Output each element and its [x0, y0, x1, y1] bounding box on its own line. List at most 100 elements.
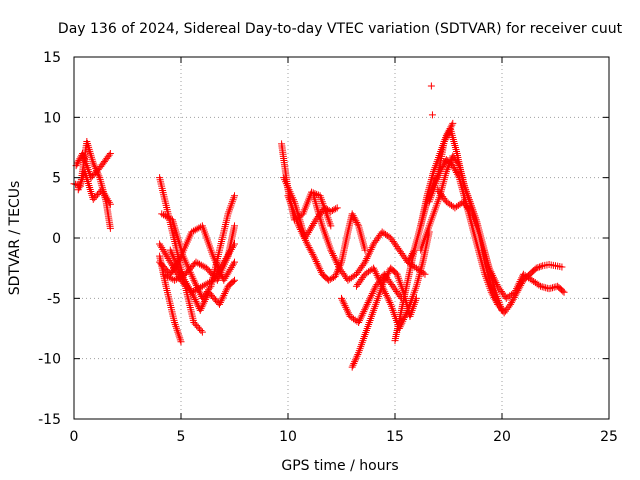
data-point	[355, 318, 363, 326]
data-point	[370, 266, 378, 274]
data-point	[206, 278, 214, 286]
data-point	[327, 222, 335, 230]
data-point	[386, 299, 394, 307]
data-point	[326, 275, 334, 283]
data-point	[188, 288, 196, 296]
data-point	[322, 205, 330, 213]
data-point	[333, 259, 341, 267]
data-point	[98, 186, 106, 194]
y-tick-label: -10	[38, 352, 61, 368]
data-point	[189, 290, 197, 298]
data-point	[401, 312, 409, 320]
data-point	[332, 257, 340, 265]
data-point	[377, 230, 385, 238]
data-point	[313, 259, 321, 267]
data-point	[182, 279, 190, 287]
data-point	[314, 261, 322, 269]
data-point	[327, 207, 335, 215]
data-point	[370, 264, 378, 272]
data-point	[178, 272, 186, 280]
data-point	[335, 262, 343, 270]
data-point	[311, 218, 319, 226]
data-point	[334, 261, 342, 269]
data-point	[328, 274, 336, 282]
data-point	[222, 273, 230, 281]
data-point	[342, 303, 350, 311]
data-point	[187, 286, 195, 294]
y-tick-label: 5	[52, 171, 61, 187]
data-point	[331, 273, 339, 281]
data-point	[199, 262, 207, 270]
data-point	[196, 325, 204, 333]
data-point	[361, 258, 369, 266]
data-point	[498, 306, 506, 314]
data-point	[354, 350, 362, 358]
data-point	[231, 222, 238, 230]
data-point	[559, 287, 567, 295]
data-point	[226, 265, 234, 273]
data-point	[224, 269, 232, 277]
data-point	[177, 270, 185, 278]
data-point	[202, 280, 210, 288]
data-point	[371, 284, 379, 292]
data-point	[170, 265, 178, 273]
data-point	[304, 229, 312, 237]
data-point	[368, 244, 376, 252]
data-point	[190, 318, 198, 326]
data-point	[91, 169, 99, 177]
data-point	[364, 253, 372, 261]
data-point	[357, 313, 365, 321]
data-point	[184, 283, 192, 291]
data-point	[560, 288, 568, 296]
data-point	[156, 240, 164, 248]
data-point	[220, 291, 228, 299]
data-point	[191, 226, 199, 234]
data-point	[220, 276, 228, 284]
data-point	[89, 172, 97, 180]
data-point	[295, 222, 303, 230]
data-point	[316, 265, 324, 273]
data-point	[101, 191, 109, 199]
x-tick-label: 5	[177, 429, 186, 445]
data-point	[513, 285, 521, 293]
data-point	[106, 200, 114, 208]
data-point	[179, 274, 187, 282]
data-point	[514, 281, 522, 289]
data-point	[157, 242, 165, 250]
data-point	[190, 294, 198, 302]
data-point	[204, 279, 212, 287]
data-point	[333, 269, 341, 277]
data-point	[299, 231, 307, 239]
data-point	[378, 282, 386, 290]
data-point	[201, 296, 209, 304]
data-point	[168, 267, 176, 275]
data-point	[296, 224, 304, 232]
data-point	[330, 253, 338, 261]
data-point	[365, 297, 373, 305]
data-point	[216, 300, 224, 308]
data-point	[427, 82, 435, 90]
data-point	[361, 246, 369, 254]
data-point	[105, 198, 113, 206]
data-point	[309, 221, 317, 229]
data-point	[176, 254, 184, 262]
data-point	[363, 255, 371, 263]
data-point	[534, 264, 542, 272]
data-point	[186, 285, 194, 293]
data-point	[171, 276, 179, 284]
data-point	[352, 354, 360, 362]
data-point	[315, 263, 323, 271]
data-point	[161, 249, 169, 257]
data-point	[329, 251, 337, 259]
data-point	[103, 195, 111, 203]
data-point	[231, 258, 238, 266]
data-point	[309, 250, 317, 258]
data-point	[355, 317, 363, 325]
data-point	[221, 274, 229, 282]
data-point	[516, 277, 524, 285]
data-point	[183, 281, 191, 289]
data-point	[104, 197, 112, 205]
data-point	[229, 260, 237, 268]
data-point	[312, 258, 320, 266]
data-point	[159, 245, 167, 253]
